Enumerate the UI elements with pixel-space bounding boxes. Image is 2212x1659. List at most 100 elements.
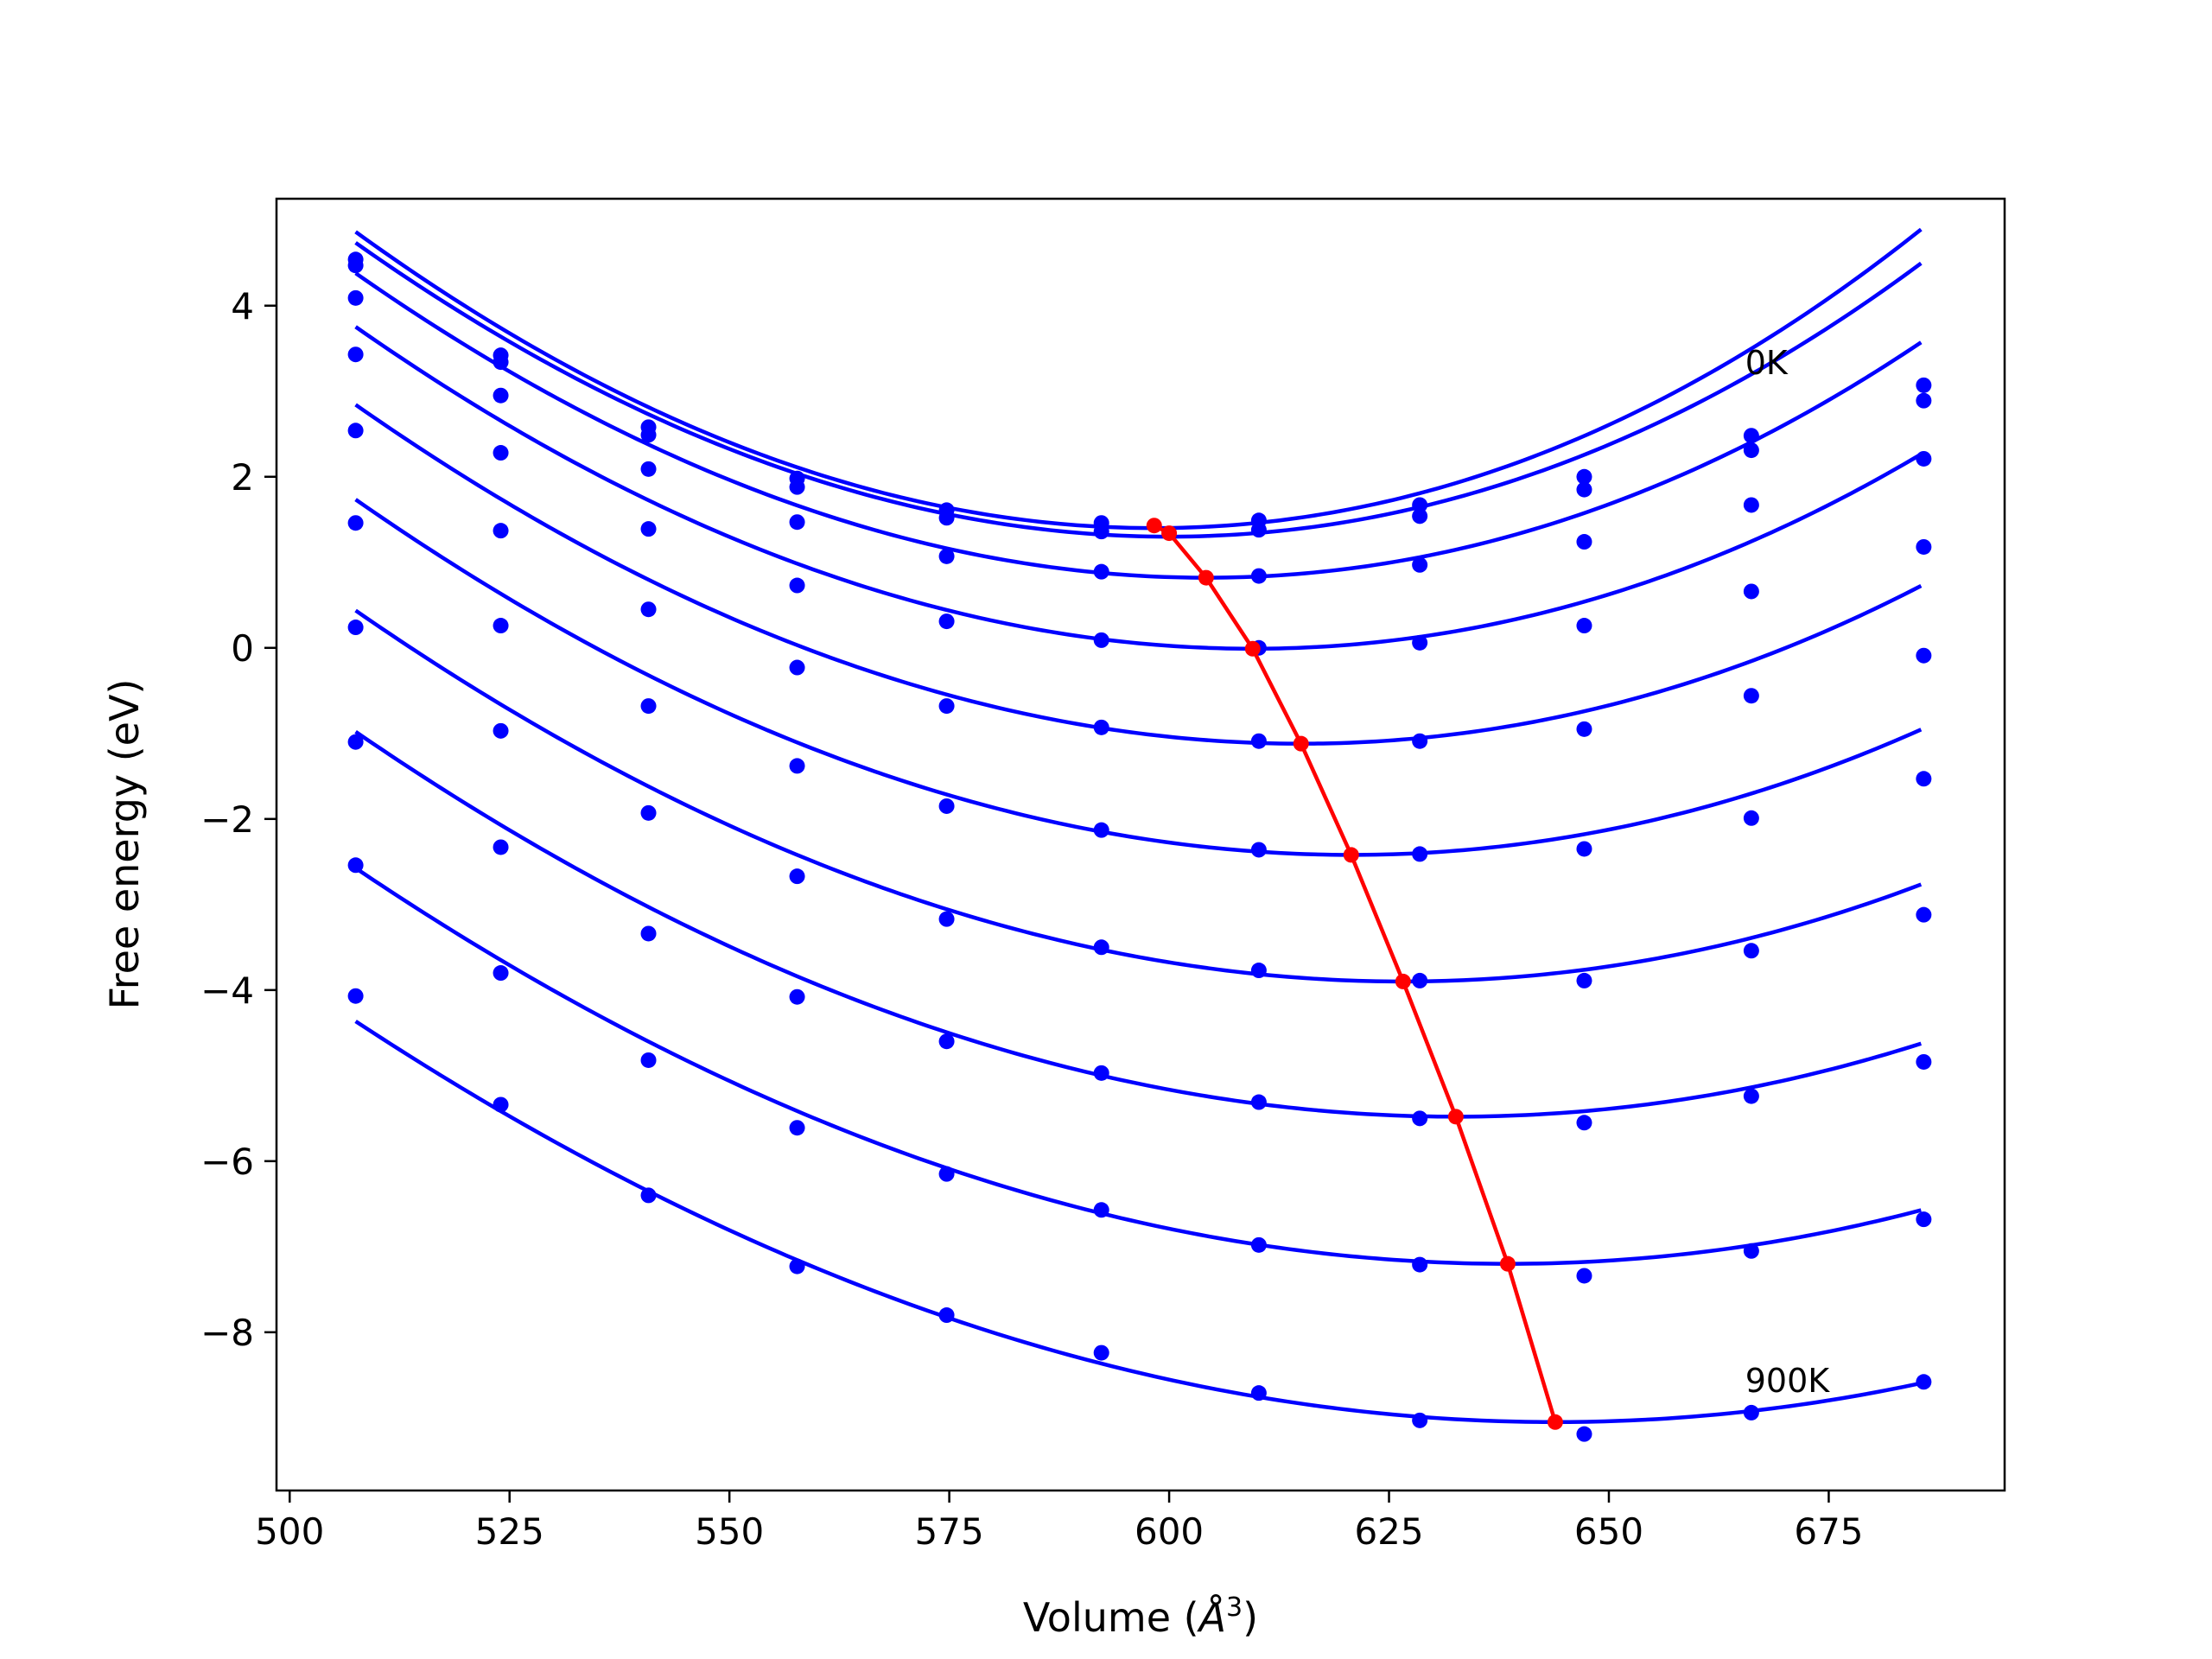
data-point bbox=[1093, 1344, 1109, 1361]
data-point bbox=[789, 988, 805, 1005]
data-point bbox=[1916, 450, 1932, 467]
minimum-point bbox=[1547, 1414, 1563, 1430]
data-point bbox=[789, 868, 805, 885]
fit-curve-3 bbox=[354, 325, 1923, 652]
annotations: 0K 900K bbox=[1745, 344, 1831, 1400]
data-point bbox=[1743, 497, 1759, 513]
data-point bbox=[1576, 618, 1592, 634]
data-point bbox=[1412, 508, 1428, 524]
data-point bbox=[789, 479, 805, 495]
data-point bbox=[1412, 1256, 1428, 1273]
minimum-curve bbox=[1153, 524, 1558, 1423]
data-point bbox=[1093, 822, 1109, 838]
data-point bbox=[347, 515, 364, 531]
minimum-point bbox=[1395, 973, 1411, 989]
data-point bbox=[1743, 442, 1759, 459]
data-point bbox=[789, 577, 805, 594]
data-point bbox=[347, 423, 364, 439]
data-point bbox=[1916, 771, 1932, 787]
data-point bbox=[640, 427, 657, 443]
data-point bbox=[938, 798, 955, 814]
data-point bbox=[640, 461, 657, 477]
data-point bbox=[493, 839, 509, 855]
data-point bbox=[640, 1052, 657, 1068]
data-point bbox=[1743, 583, 1759, 600]
minimum-point bbox=[1293, 735, 1309, 752]
x-axis: 500 525 550 575 600 625 650 675 bbox=[255, 1491, 1864, 1553]
data-point bbox=[493, 523, 509, 539]
x-tick-label: 525 bbox=[475, 1510, 544, 1553]
fit-curve-9 bbox=[354, 1020, 1922, 1425]
data-point bbox=[1743, 943, 1759, 959]
data-point bbox=[1412, 634, 1428, 651]
data-point bbox=[1412, 1412, 1428, 1428]
data-point bbox=[1576, 468, 1592, 485]
fit-curve-8 bbox=[354, 866, 1922, 1266]
data-point bbox=[1916, 1053, 1932, 1070]
data-point bbox=[640, 601, 657, 618]
data-point bbox=[347, 734, 364, 750]
minimum-point bbox=[1343, 847, 1359, 863]
data-point bbox=[640, 521, 657, 537]
data-point bbox=[493, 445, 509, 461]
data-point bbox=[1576, 1426, 1592, 1442]
data-point bbox=[1916, 538, 1932, 555]
data-point bbox=[1093, 719, 1109, 735]
data-point bbox=[1250, 842, 1267, 858]
data-point bbox=[1743, 688, 1759, 704]
fit-curve-4 bbox=[354, 403, 1923, 746]
data-point bbox=[938, 613, 955, 630]
data-point bbox=[347, 620, 364, 636]
data-point bbox=[347, 857, 364, 874]
series-layer bbox=[354, 227, 1923, 1425]
data-point bbox=[1093, 1202, 1109, 1218]
data-point bbox=[1250, 963, 1267, 979]
annotation-label: 900K bbox=[1745, 1362, 1831, 1400]
data-point bbox=[789, 659, 805, 676]
data-point bbox=[1250, 568, 1267, 584]
data-point bbox=[938, 1307, 955, 1324]
data-point bbox=[493, 387, 509, 404]
minimum-curve-layer bbox=[1146, 518, 1563, 1430]
fit-curve-6 bbox=[354, 608, 1923, 984]
data-point bbox=[1250, 1385, 1267, 1402]
data-point bbox=[1743, 1404, 1759, 1421]
data-point bbox=[347, 988, 364, 1004]
data-point bbox=[1743, 428, 1759, 444]
data-point bbox=[1093, 563, 1109, 580]
data-point bbox=[347, 257, 364, 274]
x-tick-label: 650 bbox=[1574, 1510, 1643, 1553]
data-point bbox=[1743, 1243, 1759, 1259]
data-point bbox=[938, 510, 955, 526]
data-point bbox=[1093, 632, 1109, 648]
data-point bbox=[640, 698, 657, 715]
data-point bbox=[493, 354, 509, 371]
data-point bbox=[493, 1096, 509, 1113]
minimum-point bbox=[1499, 1255, 1516, 1272]
data-point bbox=[1743, 1088, 1759, 1104]
data-point bbox=[640, 804, 657, 821]
data-point bbox=[1576, 1115, 1592, 1131]
data-point bbox=[1412, 1110, 1428, 1127]
data-point bbox=[1412, 972, 1428, 988]
data-point bbox=[1576, 721, 1592, 737]
x-tick-label: 550 bbox=[695, 1510, 764, 1553]
x-tick-label: 500 bbox=[255, 1510, 324, 1553]
data-point bbox=[1916, 906, 1932, 923]
data-point bbox=[789, 1258, 805, 1274]
fit-curve-2 bbox=[354, 271, 1923, 580]
data-point bbox=[1250, 1236, 1267, 1253]
data-point bbox=[1250, 1094, 1267, 1110]
data-point bbox=[347, 289, 364, 306]
data-point bbox=[1412, 497, 1428, 513]
fit-curve-1 bbox=[354, 241, 1923, 539]
data-point bbox=[1743, 810, 1759, 826]
data-point bbox=[1093, 939, 1109, 956]
minimum-point bbox=[1198, 569, 1214, 586]
data-point bbox=[1093, 524, 1109, 540]
data-point bbox=[1576, 972, 1592, 988]
y-tick-label: −8 bbox=[200, 1312, 254, 1354]
y-tick-label: 4 bbox=[231, 285, 254, 327]
y-axis-label: Free energy (eV) bbox=[101, 679, 148, 1010]
